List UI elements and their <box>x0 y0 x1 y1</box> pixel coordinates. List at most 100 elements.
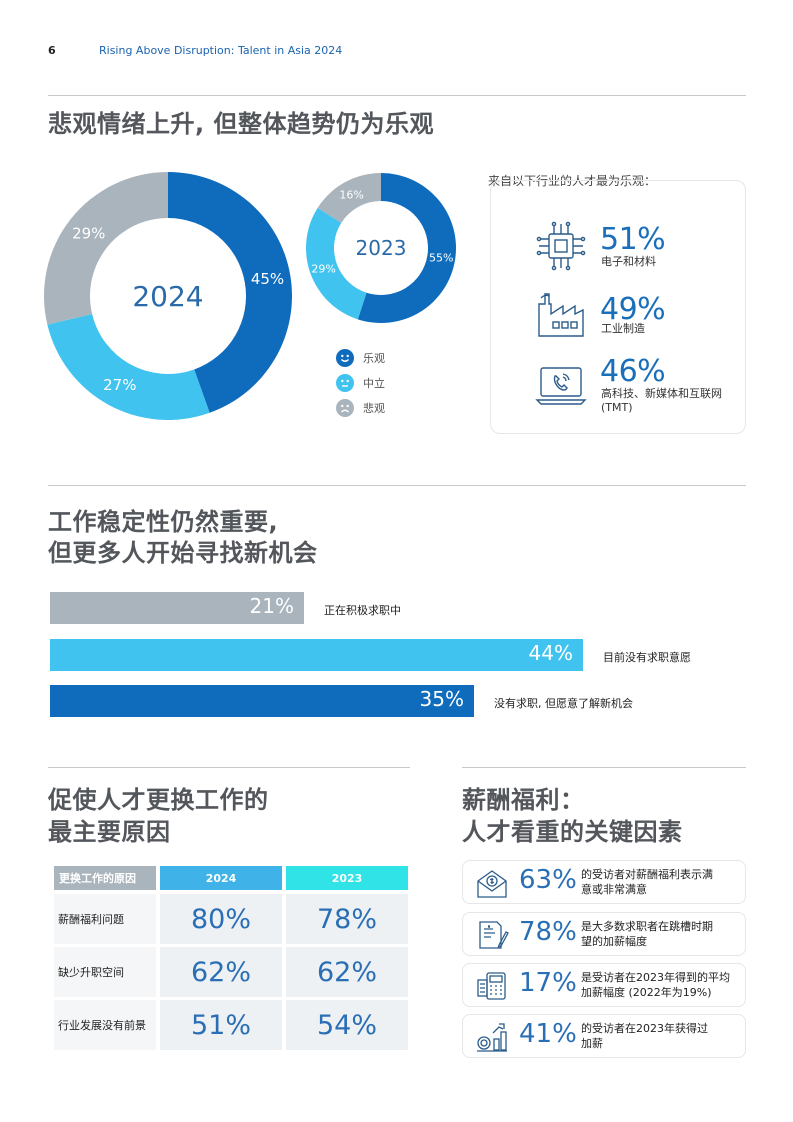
legend-label: 中立 <box>363 377 385 390</box>
salary-pct: 41% <box>519 1019 577 1049</box>
industry-pct: 49% <box>600 292 666 327</box>
industry-pct: 46% <box>600 354 666 389</box>
donut-center-label: 2024 <box>132 280 203 313</box>
section-title-salary-line2: 人才看重的关键因素 <box>462 818 683 846</box>
table-row: 缺少升职空间 62% 62% <box>54 947 408 997</box>
bar: 44% <box>50 639 583 671</box>
salary-text-line2: 意或非常满意 <box>581 883 647 896</box>
reason-label: 行业发展没有前景 <box>54 1000 156 1050</box>
industry-label: 电子和材料 <box>601 255 656 268</box>
section-title-salary-line1: 薪酬福利： <box>462 786 585 814</box>
section-title-stability-line1: 工作稳定性仍然重要, <box>48 508 279 536</box>
divider <box>48 485 746 486</box>
industry-label-line2: (TMT) <box>601 401 633 414</box>
bar-value-label: 21% <box>249 594 294 618</box>
salary-text: 是受访者在2023年得到的平均 加薪幅度 (2022年为19%) <box>581 970 741 1000</box>
neutral-face-icon <box>336 374 354 392</box>
reasons-table: 更换工作的原因 2024 2023 薪酬福利问题 80% 78% 缺少升职空间 … <box>50 866 412 1050</box>
table-row: 行业发展没有前景 51% 54% <box>54 1000 408 1050</box>
reason-value-2024: 62% <box>160 947 282 997</box>
industry-label: 工业制造 <box>601 322 645 335</box>
legend-item-neutral: 中立 <box>336 373 385 393</box>
donut-slice-label: 45% <box>251 270 284 288</box>
legend-item-optimistic: 乐观 <box>336 348 385 368</box>
table-header: 2023 <box>286 866 408 890</box>
table-header: 2024 <box>160 866 282 890</box>
salary-pct: 63% <box>519 865 577 895</box>
salary-card: 17% 是受访者在2023年得到的平均 加薪幅度 (2022年为19%) <box>462 963 746 1007</box>
salary-text: 的受访者对薪酬福利表示满 意或非常满意 <box>581 867 741 897</box>
reason-value-2024: 51% <box>160 1000 282 1050</box>
reason-value-2023: 54% <box>286 1000 408 1050</box>
sad-face-icon <box>336 399 354 417</box>
bar-value-label: 35% <box>419 687 464 711</box>
bar: 35% <box>50 685 474 717</box>
legend-item-pessimistic: 悲观 <box>336 398 385 418</box>
divider <box>48 95 746 96</box>
bar-category-label: 正在积极求职中 <box>324 604 401 617</box>
bar-value-label: 44% <box>528 641 573 665</box>
running-title: Rising Above Disruption: Talent in Asia … <box>99 44 343 57</box>
bar-category-label: 目前没有求职意愿 <box>603 651 691 664</box>
salary-text-line1: 是受访者在2023年得到的平均 <box>581 971 730 984</box>
calculator-icon <box>477 972 506 1000</box>
section-title-optimism: 悲观情绪上升, 但整体趋势仍为乐观 <box>48 110 434 138</box>
salary-pct: 17% <box>519 968 577 998</box>
laptop-phone-icon <box>535 367 587 405</box>
salary-text-line1: 的受访者对薪酬福利表示满 <box>581 868 713 881</box>
industry-label-line1: 高科技、新媒体和互联网 <box>601 387 722 400</box>
salary-text-line1: 是大多数求职者在跳槽时期 <box>581 920 713 933</box>
coins-growth-icon <box>477 1023 507 1052</box>
factory-icon <box>538 293 584 337</box>
salary-card: 63% 的受访者对薪酬福利表示满 意或非常满意 <box>462 860 746 904</box>
donut-slice <box>43 172 169 325</box>
face-glyph <box>341 404 349 413</box>
donut-2024: 45% 27% 29% 2024 <box>43 172 293 420</box>
salary-card: 78% 是大多数求职者在跳槽时期 望的加薪幅度 <box>462 912 746 956</box>
salary-text-line2: 加薪 <box>581 1037 603 1050</box>
salary-card: 41% 的受访者在2023年获得过 加薪 <box>462 1014 746 1058</box>
bar: 21% <box>50 592 304 624</box>
salary-text-line2: 加薪幅度 (2022年为19%) <box>581 986 712 999</box>
donut-slice <box>317 173 381 223</box>
chip-icon <box>536 221 586 271</box>
industry-pct: 51% <box>600 222 666 257</box>
bar-category-label: 没有求职, 但愿意了解新机会 <box>494 697 633 710</box>
salary-text-line1: 的受访者在2023年获得过 <box>581 1022 708 1035</box>
donut-slice-label: 29% <box>72 225 105 243</box>
donut-2023: 55% 29% 16% 2023 <box>306 173 456 323</box>
salary-text: 是大多数求职者在跳槽时期 望的加薪幅度 <box>581 919 741 949</box>
contract-pen-icon <box>479 921 509 949</box>
legend-label: 乐观 <box>363 352 385 365</box>
section-title-reasons-line2: 最主要原因 <box>48 818 171 846</box>
salary-text: 的受访者在2023年获得过 加薪 <box>581 1021 741 1051</box>
industries-intro: 来自以下行业的人才最为乐观： <box>488 174 657 188</box>
legend-label: 悲观 <box>363 402 385 415</box>
reason-label: 缺少升职空间 <box>54 947 156 997</box>
donut-slice-label: 27% <box>103 376 136 394</box>
salary-text-line2: 望的加薪幅度 <box>581 935 647 948</box>
donut-slice <box>306 207 367 320</box>
table-header: 更换工作的原因 <box>54 866 156 890</box>
donut-slice <box>168 172 293 413</box>
reason-value-2024: 80% <box>160 894 282 944</box>
face-glyph <box>341 379 349 387</box>
donut-center-label: 2023 <box>356 236 407 260</box>
donut-slice-label: 29% <box>311 263 335 276</box>
face-glyph <box>341 354 349 362</box>
divider <box>462 767 746 768</box>
reason-value-2023: 62% <box>286 947 408 997</box>
section-title-stability-line2: 但更多人开始寻找新机会 <box>48 539 318 567</box>
section-title-reasons-line1: 促使人才更换工作的 <box>48 786 269 814</box>
divider <box>48 767 410 768</box>
table-row: 薪酬福利问题 80% 78% <box>54 894 408 944</box>
donut-slice <box>357 173 456 323</box>
money-envelope-icon <box>477 870 507 898</box>
donut-slice <box>47 314 210 420</box>
donut-slice-label: 16% <box>339 188 363 201</box>
reason-label: 薪酬福利问题 <box>54 894 156 944</box>
donut-charts: 45% 27% 29% 2024 55% 29% 16% 2023 <box>43 172 456 420</box>
reason-value-2023: 78% <box>286 894 408 944</box>
salary-pct: 78% <box>519 917 577 947</box>
smile-icon <box>336 349 354 367</box>
